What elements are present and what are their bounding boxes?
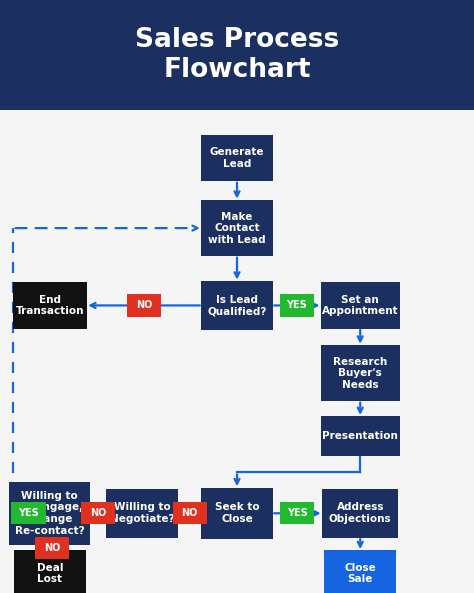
FancyBboxPatch shape (201, 200, 273, 256)
FancyBboxPatch shape (106, 489, 178, 538)
Text: YES: YES (287, 508, 308, 518)
Text: End
Transaction: End Transaction (16, 295, 84, 316)
Text: Deal
Lost: Deal Lost (36, 563, 63, 585)
FancyBboxPatch shape (322, 489, 398, 538)
FancyBboxPatch shape (280, 294, 314, 317)
Text: YES: YES (18, 508, 39, 518)
FancyBboxPatch shape (321, 416, 400, 455)
FancyBboxPatch shape (13, 282, 87, 329)
Text: Research
Buyer's
Needs: Research Buyer's Needs (333, 356, 387, 390)
FancyBboxPatch shape (35, 537, 69, 559)
FancyBboxPatch shape (127, 294, 161, 317)
Text: YES: YES (286, 301, 307, 311)
FancyBboxPatch shape (201, 487, 273, 539)
Text: Close
Sale: Close Sale (345, 563, 376, 585)
FancyBboxPatch shape (321, 345, 400, 401)
FancyBboxPatch shape (321, 282, 400, 329)
FancyBboxPatch shape (324, 550, 396, 593)
Text: Willing to
Negotiate?: Willing to Negotiate? (110, 502, 174, 524)
Text: Sales Process
Flowchart: Sales Process Flowchart (135, 27, 339, 83)
Text: Willing to
Re-engage,
Arrange
Re-contact?: Willing to Re-engage, Arrange Re-contact… (15, 491, 84, 535)
FancyBboxPatch shape (14, 550, 85, 593)
Text: NO: NO (44, 543, 60, 553)
FancyBboxPatch shape (201, 281, 273, 330)
Text: Make
Contact
with Lead: Make Contact with Lead (208, 212, 266, 245)
FancyBboxPatch shape (11, 502, 46, 524)
FancyBboxPatch shape (201, 135, 273, 181)
Text: Is Lead
Qualified?: Is Lead Qualified? (207, 295, 267, 316)
FancyBboxPatch shape (280, 502, 314, 524)
Text: Generate
Lead: Generate Lead (210, 147, 264, 169)
Text: Seek to
Close: Seek to Close (215, 502, 259, 524)
FancyBboxPatch shape (82, 502, 115, 524)
Text: Address
Objections: Address Objections (329, 502, 392, 524)
Text: NO: NO (182, 508, 198, 518)
Text: Set an
Appointment: Set an Appointment (322, 295, 399, 316)
FancyBboxPatch shape (173, 502, 207, 524)
Text: Presentation: Presentation (322, 431, 398, 441)
FancyBboxPatch shape (9, 482, 90, 545)
Text: NO: NO (90, 508, 107, 518)
Text: NO: NO (136, 301, 152, 311)
